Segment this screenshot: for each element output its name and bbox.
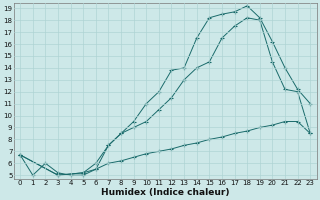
X-axis label: Humidex (Indice chaleur): Humidex (Indice chaleur) [101, 188, 229, 197]
